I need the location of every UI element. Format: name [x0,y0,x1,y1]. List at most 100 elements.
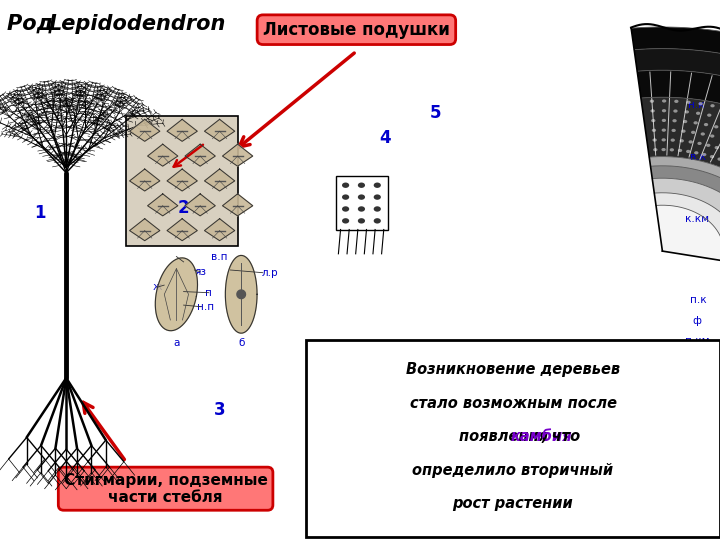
Polygon shape [185,144,215,166]
Polygon shape [148,144,178,166]
Circle shape [711,104,715,107]
Text: п: п [205,288,212,298]
Circle shape [691,131,696,134]
Text: н.п: н.п [197,302,214,312]
Text: с: с [693,395,698,404]
Text: определило вторичный: определило вторичный [413,463,613,478]
Circle shape [342,194,349,200]
Circle shape [710,155,714,158]
Circle shape [696,112,701,115]
Circle shape [694,151,698,154]
Circle shape [662,148,666,151]
Circle shape [653,148,657,151]
Circle shape [702,153,706,156]
Text: а: а [174,338,179,348]
Circle shape [342,206,349,212]
Polygon shape [222,194,253,216]
Circle shape [717,158,720,161]
Circle shape [680,139,684,143]
Circle shape [672,119,677,123]
Text: рост растении: рост растении [453,496,573,511]
Text: в.п: в.п [212,252,228,261]
Polygon shape [237,290,246,299]
Polygon shape [148,194,178,216]
Circle shape [374,218,381,224]
Polygon shape [634,49,720,293]
Circle shape [701,132,705,136]
Circle shape [685,110,689,113]
Polygon shape [204,119,235,141]
Circle shape [651,119,655,122]
Polygon shape [631,27,720,298]
Polygon shape [654,193,720,263]
Circle shape [681,130,685,133]
Circle shape [374,183,381,188]
Circle shape [670,139,675,142]
Polygon shape [167,219,197,241]
Circle shape [662,129,666,132]
Polygon shape [130,169,160,191]
Circle shape [686,100,690,104]
Polygon shape [225,255,257,333]
Polygon shape [130,219,160,241]
Text: п.км: п.км [685,336,710,346]
Circle shape [650,109,654,112]
Circle shape [662,99,666,103]
Text: п.кс: п.кс [685,375,708,385]
Circle shape [342,183,349,188]
Text: 4: 4 [379,129,391,147]
Polygon shape [641,97,720,283]
Circle shape [704,123,708,126]
Circle shape [662,138,666,141]
Circle shape [649,99,654,103]
Circle shape [672,129,676,132]
Polygon shape [649,157,720,271]
Text: в.кс: в.кс [685,356,707,366]
Circle shape [674,100,678,103]
Text: к.км: к.км [685,214,709,224]
Circle shape [714,146,719,149]
Circle shape [662,119,666,122]
Polygon shape [130,119,160,141]
Polygon shape [650,166,720,269]
Polygon shape [656,205,720,261]
Text: п.к: п.к [690,295,706,305]
Text: , что: , что [541,429,580,444]
Polygon shape [167,169,197,191]
Circle shape [678,149,683,152]
Text: Возникновение деревьев: Возникновение деревьев [406,362,620,377]
Polygon shape [167,119,197,141]
Polygon shape [156,258,197,330]
Circle shape [693,121,698,124]
Circle shape [686,150,690,153]
Circle shape [698,102,703,105]
Polygon shape [637,70,720,289]
Text: 2: 2 [178,199,189,217]
Text: яз: яз [194,267,206,276]
Polygon shape [222,144,253,166]
Text: ф: ф [693,316,701,326]
Polygon shape [652,178,720,266]
Text: Стигмарии, подземные
части стебля: Стигмарии, подземные части стебля [63,472,268,505]
Circle shape [652,138,657,141]
Polygon shape [185,194,215,216]
Circle shape [358,194,365,200]
Circle shape [710,134,714,138]
Circle shape [688,140,693,144]
Text: стало возможным после: стало возможным после [410,396,616,411]
Bar [126,116,238,246]
Text: Lepidodendron: Lepidodendron [49,14,226,33]
Polygon shape [204,219,235,241]
Text: в.к: в.к [690,152,706,161]
Bar [336,176,388,230]
Text: Род: Род [7,14,61,33]
Circle shape [652,129,656,132]
Circle shape [714,125,719,129]
Text: л.р: л.р [261,268,279,278]
Circle shape [374,194,381,200]
Circle shape [358,218,365,224]
Text: 5: 5 [430,104,441,123]
Circle shape [374,206,381,212]
Circle shape [673,110,678,113]
Circle shape [698,142,702,145]
